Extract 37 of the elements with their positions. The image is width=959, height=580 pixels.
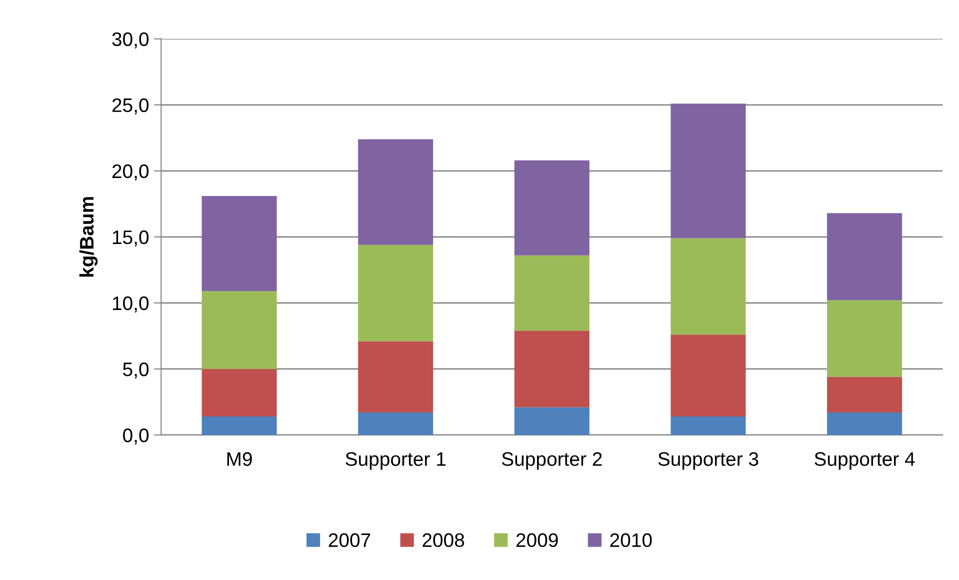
bar xyxy=(670,416,746,435)
y-tick-label: 15,0 xyxy=(112,230,149,246)
bar xyxy=(358,341,434,413)
bar xyxy=(827,412,902,435)
bar xyxy=(202,416,277,435)
bar xyxy=(514,160,590,256)
y-tick-label: 30,0 xyxy=(112,32,149,48)
y-tick-label: 5,0 xyxy=(123,362,149,379)
bar xyxy=(514,330,590,408)
x-tick-label: Supporter 3 xyxy=(658,452,758,470)
bar xyxy=(202,196,277,292)
legend-label: 2007 xyxy=(328,533,370,548)
legend-label: 2009 xyxy=(516,533,558,548)
x-tick-label: M9 xyxy=(227,452,252,466)
bar xyxy=(358,412,434,435)
bar xyxy=(670,104,746,238)
y-axis-title: kg/Baum xyxy=(79,197,98,277)
bar xyxy=(670,334,746,417)
bar xyxy=(827,376,902,413)
x-tick-label: Supporter 1 xyxy=(346,452,446,470)
bar xyxy=(202,291,277,369)
bar xyxy=(670,238,746,335)
y-tick-label: 0,0 xyxy=(123,428,149,445)
y-tick-label: 25,0 xyxy=(112,98,149,114)
bar xyxy=(514,255,590,331)
bar xyxy=(827,213,902,300)
bar xyxy=(358,244,434,342)
y-tick-label: 20,0 xyxy=(112,164,149,180)
y-tick-label: 10,0 xyxy=(112,296,149,312)
x-tick-label: Supporter 2 xyxy=(502,452,602,470)
bar xyxy=(827,300,902,377)
legend-label: 2010 xyxy=(610,533,652,548)
bar xyxy=(202,368,277,417)
legend-label: 2008 xyxy=(422,533,464,548)
bar xyxy=(514,407,590,435)
bar xyxy=(358,139,434,245)
x-tick-label: Supporter 4 xyxy=(814,452,915,470)
